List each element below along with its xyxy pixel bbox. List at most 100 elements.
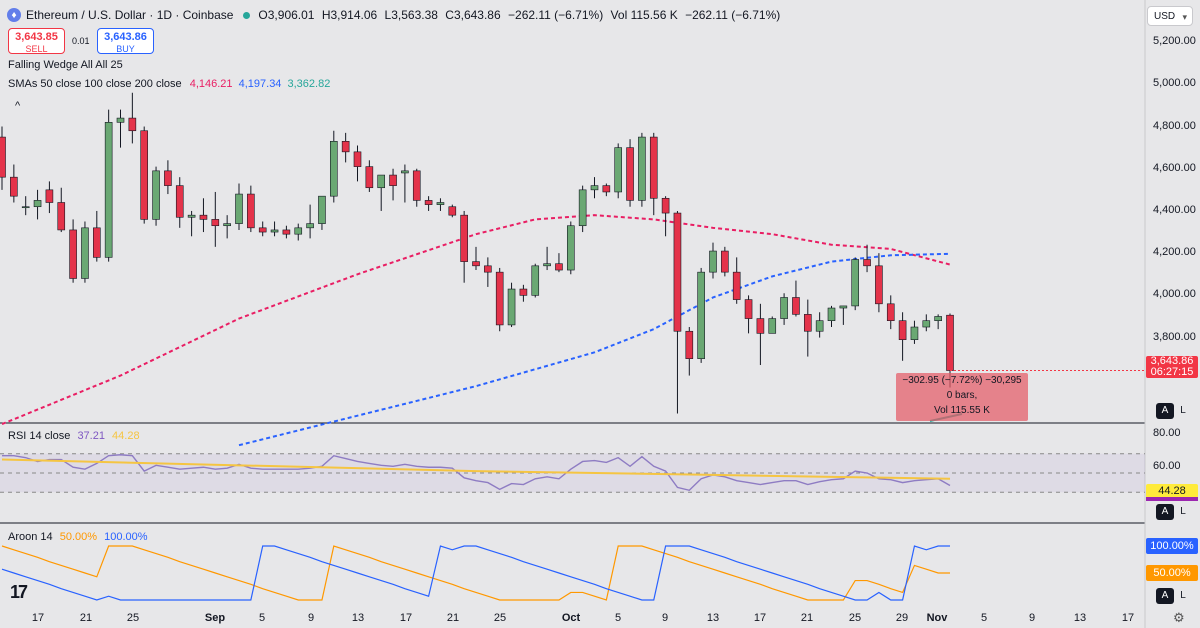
sell-button[interactable]: 3,643.85 SELL bbox=[8, 28, 65, 54]
candle-body bbox=[946, 314, 954, 371]
candle-body bbox=[318, 195, 326, 224]
candle-body bbox=[934, 316, 942, 321]
candle-body bbox=[744, 299, 753, 319]
sma100-line bbox=[238, 252, 951, 447]
low-value: L3,563.38 bbox=[384, 8, 438, 22]
log-scale-button[interactable]: L bbox=[1180, 405, 1186, 416]
candle-body bbox=[424, 200, 433, 205]
candle-body bbox=[353, 151, 362, 167]
price-axis-label: 4,600.00 bbox=[1153, 161, 1196, 174]
rsi-value-tag bbox=[1146, 497, 1198, 501]
candle-body bbox=[258, 227, 267, 233]
candle-body bbox=[555, 263, 563, 271]
currency-select[interactable]: USD bbox=[1147, 6, 1193, 27]
current-price-value: 3,643.86 bbox=[1150, 355, 1194, 367]
time-axis-label: Nov bbox=[926, 612, 948, 624]
time-axis-label: 21 bbox=[800, 612, 814, 624]
sma-label: SMAs 50 close 100 close 200 close bbox=[8, 78, 182, 90]
price-axis-label: 4,400.00 bbox=[1153, 203, 1196, 216]
candle-body bbox=[81, 227, 89, 279]
candle-body bbox=[709, 250, 717, 273]
candle-body bbox=[756, 318, 765, 334]
candle-body bbox=[235, 193, 243, 224]
price-axis-label: 3,800.00 bbox=[1153, 330, 1196, 343]
sell-price: 3,643.85 bbox=[15, 31, 58, 43]
rsi-legend[interactable]: RSI 14 close 37.21 44.28 bbox=[8, 430, 140, 442]
market-status-icon[interactable] bbox=[243, 11, 251, 19]
candle-body bbox=[57, 202, 66, 231]
candle-body bbox=[815, 320, 824, 332]
time-axis-label: 17 bbox=[1121, 612, 1135, 624]
candle-body bbox=[910, 326, 919, 340]
high-value: H3,914.06 bbox=[321, 8, 378, 22]
rsi-ma-tag: 44.28 bbox=[1146, 484, 1198, 498]
measure-tooltip: −302.95 (−7.72%) −30,295 0 bars, Vol 115… bbox=[896, 373, 1028, 421]
price-axis-label: 5,200.00 bbox=[1153, 35, 1196, 48]
tradingview-logo[interactable]: 17 bbox=[10, 582, 28, 602]
candle-body bbox=[128, 117, 137, 132]
bar-countdown: 06:27:15 bbox=[1150, 366, 1194, 378]
time-axis-label: 5 bbox=[980, 612, 988, 624]
buy-label: BUY bbox=[116, 44, 135, 54]
candle-body bbox=[626, 147, 634, 201]
sell-label: SELL bbox=[25, 44, 48, 54]
time-axis-label: 17 bbox=[399, 612, 413, 624]
aroon-label: Aroon 14 bbox=[8, 531, 53, 543]
ethereum-icon: ♦ bbox=[7, 8, 21, 22]
candle-body bbox=[863, 259, 871, 267]
candle-body bbox=[93, 227, 101, 258]
aroon-log-scale-button[interactable]: L bbox=[1180, 590, 1186, 601]
pattern-indicator-label[interactable]: Falling Wedge All All 25 bbox=[8, 59, 123, 71]
candle-body bbox=[45, 189, 54, 203]
time-axis-label: 13 bbox=[1073, 612, 1087, 624]
candle-body bbox=[401, 170, 409, 174]
candle-body bbox=[116, 117, 125, 123]
candle-body bbox=[886, 303, 895, 321]
candle-body bbox=[697, 271, 705, 359]
symbol-title[interactable]: Ethereum / U.S. Dollar · 1D · Coinbase bbox=[26, 8, 234, 22]
spread-value: 0.01 bbox=[72, 36, 90, 46]
candle-body bbox=[247, 193, 255, 229]
buy-price: 3,643.86 bbox=[104, 31, 147, 43]
candle-body bbox=[484, 265, 492, 273]
sma200-value: 3,362.82 bbox=[287, 78, 331, 90]
measure-bars: 0 bars, bbox=[946, 390, 978, 401]
candle-body bbox=[792, 297, 800, 315]
candle-body bbox=[922, 320, 931, 328]
candle-body bbox=[827, 307, 836, 321]
candle-body bbox=[721, 250, 729, 273]
rsi-auto-scale-button[interactable]: A bbox=[1156, 504, 1174, 520]
time-axis-label: 29 bbox=[895, 612, 909, 624]
candle-body bbox=[803, 314, 812, 332]
sma-legend[interactable]: SMAs 50 close 100 close 200 close 4,146.… bbox=[8, 78, 330, 90]
candle-body bbox=[164, 170, 172, 186]
open-value: O3,906.01 bbox=[258, 8, 315, 22]
aroon-up-tag: 50.00% bbox=[1146, 565, 1198, 581]
settings-gear-icon[interactable]: ⚙ bbox=[1173, 610, 1185, 625]
candle-body bbox=[412, 170, 421, 201]
candle-body bbox=[839, 305, 848, 309]
change-value-2: −262.11 (−6.71%) bbox=[685, 8, 781, 22]
auto-scale-button[interactable]: A bbox=[1156, 403, 1174, 419]
candle-body bbox=[21, 206, 30, 209]
candle-body bbox=[175, 185, 184, 218]
candle-body bbox=[851, 259, 860, 307]
candle-body bbox=[10, 176, 18, 197]
rsi-log-scale-button[interactable]: L bbox=[1180, 506, 1186, 517]
time-axis-label: 25 bbox=[126, 612, 140, 624]
candle-body bbox=[566, 225, 575, 271]
candle-body bbox=[140, 130, 148, 220]
candle-body bbox=[223, 223, 231, 227]
collapse-legend-icon[interactable]: ^ bbox=[15, 100, 21, 112]
candle-body bbox=[270, 229, 279, 233]
price-axis-label: 4,200.00 bbox=[1153, 246, 1196, 259]
candle-body bbox=[578, 189, 587, 227]
aroon-legend[interactable]: Aroon 14 50.00% 100.00% bbox=[8, 531, 148, 543]
candle-body bbox=[590, 185, 599, 191]
sma100-value: 4,197.34 bbox=[238, 78, 282, 90]
time-axis-label: 13 bbox=[351, 612, 365, 624]
buy-button[interactable]: 3,643.86 BUY bbox=[97, 28, 154, 54]
aroon-auto-scale-button[interactable]: A bbox=[1156, 588, 1174, 604]
candle-body bbox=[104, 122, 113, 258]
